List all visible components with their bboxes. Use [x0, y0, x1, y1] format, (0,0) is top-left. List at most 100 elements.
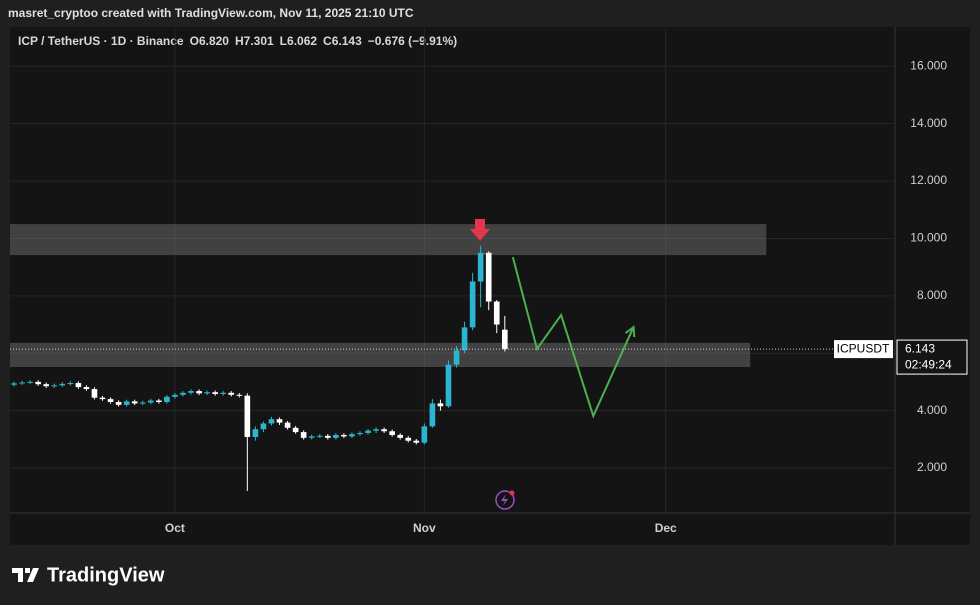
y-tick-label: 12.000	[910, 173, 947, 187]
price-label: 6.143	[905, 341, 935, 355]
candle-body	[83, 387, 90, 390]
y-tick-label: 10.000	[910, 231, 947, 245]
legend-c: C	[323, 34, 332, 48]
candle-body	[357, 432, 363, 435]
candle-body	[99, 397, 106, 400]
candle-body	[397, 434, 404, 438]
candle-body	[445, 364, 452, 407]
event-icon	[495, 490, 515, 510]
candle-body	[421, 426, 428, 443]
event-circle	[495, 490, 515, 510]
candle-body	[204, 392, 210, 394]
candle-body	[284, 422, 291, 428]
x-tick-label: Oct	[165, 521, 185, 535]
projection-line	[511, 256, 635, 419]
candle-body	[156, 400, 162, 402]
brand-name: TradingView	[47, 564, 165, 586]
candle-body	[196, 391, 202, 394]
series-label-box	[834, 340, 893, 359]
candle-body	[228, 392, 235, 395]
candle-body	[300, 432, 307, 438]
candle-body	[164, 396, 170, 402]
candle-body	[349, 434, 355, 437]
y-tick-label: 2.000	[917, 460, 947, 474]
y-tick-label: 14.000	[910, 116, 947, 130]
candle-body	[405, 437, 412, 441]
event-dot	[509, 490, 515, 496]
countdown: 02:49:24	[905, 357, 952, 371]
candle-body	[485, 252, 492, 302]
legend-h: H	[235, 34, 244, 48]
candle-body	[107, 399, 114, 402]
y-tick-label: 4.000	[917, 403, 947, 417]
candle-body	[43, 384, 50, 387]
candle-body	[123, 401, 130, 405]
candle-body	[11, 383, 17, 385]
legend-change: −0.676 (−9.91%)	[368, 34, 457, 48]
candle-body	[276, 419, 283, 423]
candle-body	[453, 350, 460, 365]
event-bolt	[501, 494, 508, 506]
legend: ICP / TetherUS · 1D · Binance O6.820 H7.30…	[18, 34, 457, 48]
candle-body	[220, 392, 227, 394]
price-label-box	[896, 339, 968, 375]
candle-body	[260, 423, 267, 430]
candle-body	[236, 394, 243, 396]
candle-body	[324, 435, 331, 438]
legend-l: L	[280, 34, 287, 48]
series-label: ICPUSDT	[837, 341, 890, 355]
candle-body	[437, 403, 444, 407]
candle-body	[373, 429, 379, 431]
candle-body	[172, 394, 178, 397]
candle-body	[308, 436, 315, 438]
x-tick-label: Dec	[655, 521, 677, 535]
candle-body	[188, 391, 194, 393]
candle-body	[333, 434, 339, 438]
candle-body	[91, 389, 98, 398]
x-tick-label: Nov	[413, 521, 436, 535]
candle-body	[180, 392, 186, 395]
zone	[10, 342, 751, 367]
candle-body	[212, 392, 218, 394]
legend-symbol: ICP / TetherUS · 1D · Binance	[18, 34, 184, 48]
candle-body	[461, 327, 468, 351]
candle-body	[341, 434, 347, 437]
candle-body	[59, 383, 66, 386]
arrow-shape	[470, 219, 490, 241]
y-tick-label: 16.000	[910, 58, 947, 72]
candle-body	[75, 383, 82, 388]
legend-text: ICP / TetherUS · 1D · Binance O6.820 H7.30…	[18, 34, 457, 48]
logo-mark	[12, 568, 39, 582]
candle-body	[268, 419, 275, 424]
candle-body	[244, 395, 251, 437]
candle-body	[389, 431, 395, 435]
y-tick-label: 8.000	[917, 288, 947, 302]
candle-body	[469, 281, 476, 328]
candle-body	[67, 383, 74, 385]
legend-close: 6.143	[332, 34, 362, 48]
candle-body	[316, 435, 323, 437]
candle-body	[292, 427, 299, 433]
signal-arrow	[470, 219, 490, 241]
candle-body	[131, 401, 138, 404]
candle-body	[493, 301, 500, 325]
candle-body	[27, 381, 33, 383]
candle-body	[51, 385, 58, 387]
legend-o: O	[190, 34, 199, 48]
candle-body	[35, 381, 41, 385]
candle-body	[429, 403, 436, 427]
candle-body	[147, 400, 154, 403]
projection-arrowhead	[624, 325, 636, 338]
candle-body	[413, 440, 420, 443]
candle-body	[477, 252, 484, 282]
header: masret_cryptoo created with TradingView.…	[8, 6, 414, 20]
candle-body	[252, 429, 259, 437]
candle-body	[115, 401, 122, 405]
legend-high: 7.301	[244, 34, 274, 48]
zone	[10, 224, 767, 256]
candle-body	[381, 429, 387, 432]
candle-body	[139, 402, 146, 404]
candle-body	[365, 430, 371, 433]
